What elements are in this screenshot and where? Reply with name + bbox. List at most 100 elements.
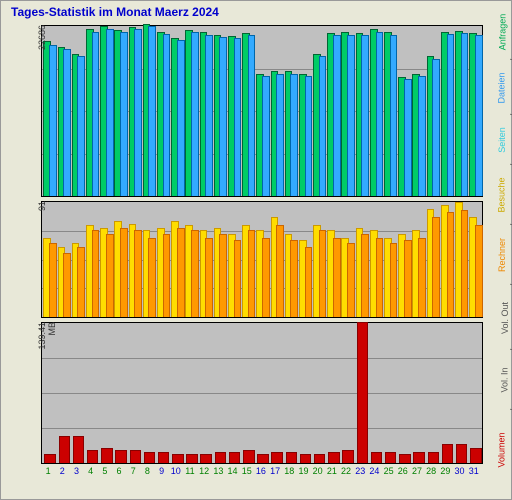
bar bbox=[262, 76, 270, 196]
chart-title: Tages-Statistik im Monat Maerz 2024 bbox=[11, 5, 219, 19]
bar bbox=[130, 450, 141, 463]
bar bbox=[418, 238, 426, 317]
bar bbox=[163, 234, 171, 317]
bars-mid bbox=[42, 202, 482, 317]
x-tick: 2 bbox=[55, 466, 69, 482]
bar bbox=[44, 454, 55, 463]
bar bbox=[134, 230, 142, 317]
x-tick: 15 bbox=[240, 466, 254, 482]
bar bbox=[371, 452, 382, 463]
x-tick: 5 bbox=[98, 466, 112, 482]
bar bbox=[290, 240, 298, 317]
bar bbox=[219, 234, 227, 317]
legend-rechner: Rechner bbox=[497, 238, 507, 272]
bar bbox=[300, 454, 311, 463]
bar bbox=[456, 444, 467, 463]
bar bbox=[475, 225, 483, 317]
bar bbox=[361, 234, 369, 317]
bar bbox=[461, 33, 469, 196]
x-tick: 8 bbox=[140, 466, 154, 482]
bar bbox=[148, 238, 156, 317]
x-tick: 31 bbox=[467, 466, 481, 482]
bar bbox=[73, 436, 84, 463]
bar bbox=[262, 238, 270, 317]
bar bbox=[333, 35, 341, 196]
bar bbox=[229, 452, 240, 463]
bar bbox=[399, 454, 410, 463]
bar bbox=[134, 29, 142, 196]
bar bbox=[106, 29, 114, 196]
bar bbox=[49, 45, 57, 196]
bar bbox=[333, 238, 341, 317]
x-tick: 19 bbox=[296, 466, 310, 482]
bar bbox=[328, 452, 339, 463]
x-tick: 22 bbox=[339, 466, 353, 482]
bar bbox=[376, 238, 384, 317]
bar bbox=[63, 49, 71, 196]
panel-top bbox=[41, 25, 483, 197]
bar bbox=[200, 454, 211, 463]
bar bbox=[234, 240, 242, 317]
x-tick: 4 bbox=[84, 466, 98, 482]
bar bbox=[248, 35, 256, 196]
bar bbox=[205, 238, 213, 317]
bar bbox=[390, 243, 398, 317]
x-tick: 1 bbox=[41, 466, 55, 482]
bar bbox=[342, 450, 353, 463]
x-tick: 24 bbox=[367, 466, 381, 482]
bar bbox=[120, 32, 128, 196]
bar bbox=[257, 454, 268, 463]
bar bbox=[148, 26, 156, 196]
x-tick: 13 bbox=[211, 466, 225, 482]
bar bbox=[447, 34, 455, 196]
bar bbox=[101, 448, 112, 463]
bar bbox=[191, 32, 199, 196]
x-tick: 16 bbox=[254, 466, 268, 482]
bar bbox=[106, 234, 114, 317]
bar bbox=[314, 454, 325, 463]
legend-seiten: Seiten bbox=[497, 127, 507, 153]
bar bbox=[144, 452, 155, 463]
x-axis: 1234567891011121314151617181920212223242… bbox=[41, 466, 481, 482]
x-tick: 18 bbox=[282, 466, 296, 482]
x-tick: 6 bbox=[112, 466, 126, 482]
x-tick: 28 bbox=[424, 466, 438, 482]
x-tick: 14 bbox=[225, 466, 239, 482]
legend-volin: Vol. In bbox=[499, 367, 509, 392]
bar bbox=[92, 230, 100, 317]
x-tick: 21 bbox=[325, 466, 339, 482]
bar bbox=[390, 35, 398, 196]
bar bbox=[163, 34, 171, 196]
x-tick: 11 bbox=[183, 466, 197, 482]
bar bbox=[215, 452, 226, 463]
bar bbox=[87, 450, 98, 463]
y-label-top: 22686 bbox=[37, 25, 47, 61]
bar bbox=[77, 56, 85, 196]
bar bbox=[191, 230, 199, 317]
bar bbox=[115, 450, 126, 463]
bar bbox=[63, 253, 71, 317]
bar bbox=[271, 452, 282, 463]
bar bbox=[286, 452, 297, 463]
x-tick: 9 bbox=[155, 466, 169, 482]
bar bbox=[172, 454, 183, 463]
bar bbox=[376, 32, 384, 196]
bar bbox=[319, 230, 327, 317]
x-tick: 10 bbox=[169, 466, 183, 482]
bar bbox=[120, 228, 128, 317]
bar bbox=[177, 40, 185, 196]
x-tick: 12 bbox=[197, 466, 211, 482]
x-tick: 17 bbox=[268, 466, 282, 482]
x-tick: 29 bbox=[438, 466, 452, 482]
bar bbox=[432, 59, 440, 196]
bar bbox=[305, 247, 313, 318]
bar bbox=[432, 217, 440, 317]
bar bbox=[413, 452, 424, 463]
bar bbox=[59, 436, 70, 463]
bar bbox=[77, 247, 85, 318]
x-tick: 27 bbox=[410, 466, 424, 482]
bar bbox=[428, 452, 439, 463]
bar bbox=[205, 35, 213, 196]
bar bbox=[418, 76, 426, 196]
bar bbox=[276, 225, 284, 317]
